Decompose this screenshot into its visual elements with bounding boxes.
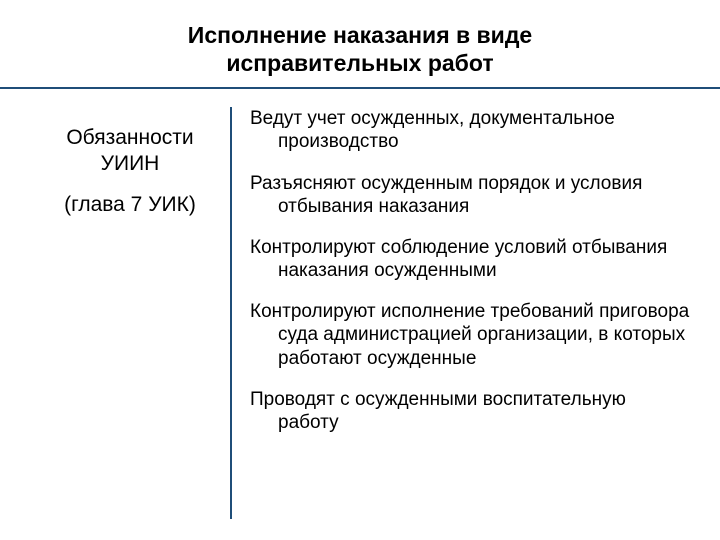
left-heading-line-1: Обязанности xyxy=(66,126,193,149)
vertical-divider xyxy=(230,107,232,519)
slide-title: Исполнение наказания в виде исправительн… xyxy=(0,22,720,77)
title-line-1: Исполнение наказания в виде xyxy=(188,22,532,48)
left-heading: Обязанности УИИН xyxy=(30,125,230,178)
list-item: Проводят с осужденными воспитательную ра… xyxy=(250,388,690,434)
title-line-2: исправительных работ xyxy=(226,50,493,76)
left-column: Обязанности УИИН (глава 7 УИК) xyxy=(30,107,230,519)
list-item: Контролируют исполнение требований приго… xyxy=(250,300,690,370)
left-subheading: (глава 7 УИК) xyxy=(30,192,230,218)
list-item: Разъясняют осужденным порядок и условия … xyxy=(250,172,690,218)
body-region: Обязанности УИИН (глава 7 УИК) Ведут уче… xyxy=(0,89,720,519)
left-heading-line-2: УИИН xyxy=(101,152,160,175)
list-item: Контролируют соблюдение условий отбывани… xyxy=(250,236,690,282)
slide: Исполнение наказания в виде исправительн… xyxy=(0,0,720,540)
right-column: Ведут учет осужденных, документальное пр… xyxy=(250,107,690,519)
title-block: Исполнение наказания в виде исправительн… xyxy=(0,0,720,77)
list-item: Ведут учет осужденных, документальное пр… xyxy=(250,107,690,153)
